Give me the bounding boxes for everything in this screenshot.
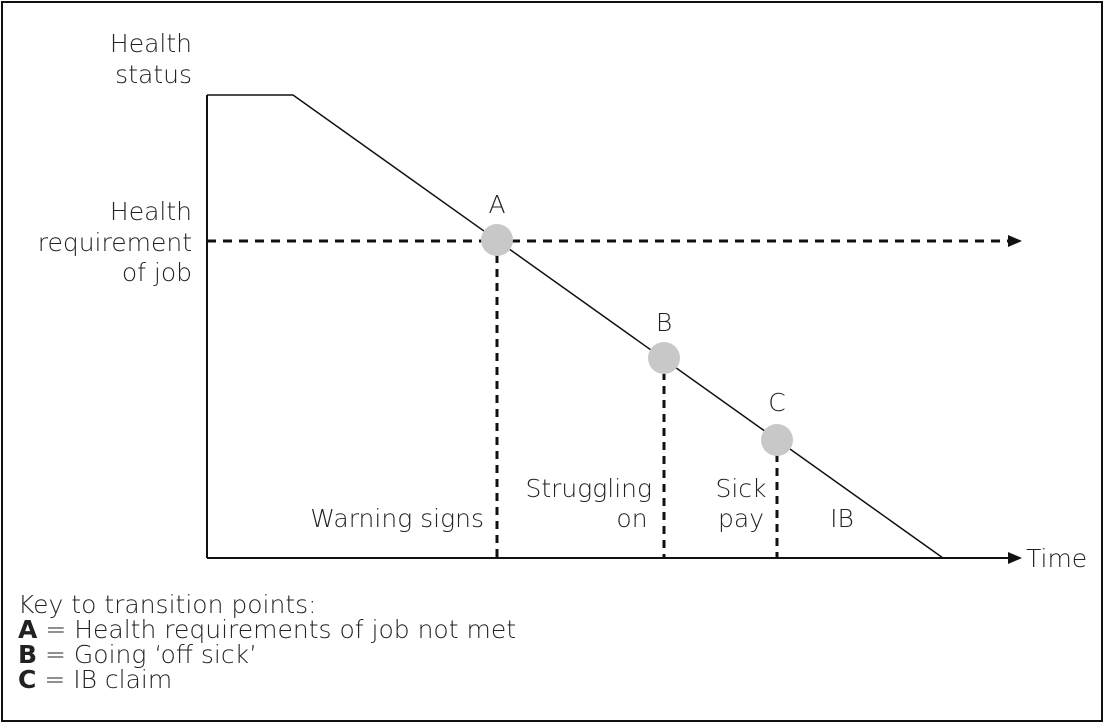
health-line <box>207 94 944 559</box>
phase-label: Sick <box>715 474 766 503</box>
transition-point <box>648 342 680 374</box>
threshold-label: Health <box>110 197 192 226</box>
key-text: = Going ‘off sick’ <box>45 640 257 669</box>
key-item: B = Going ‘off sick’ <box>18 640 257 669</box>
threshold-label: of job <box>122 258 192 287</box>
key-text: = Health requirements of job not met <box>45 615 516 644</box>
threshold-arrow <box>1008 235 1022 247</box>
x-axis-arrow <box>1008 552 1022 564</box>
transition-point <box>761 424 793 456</box>
key-title: Key to transition points: <box>18 590 317 619</box>
phase-label: Warning signs <box>310 504 484 533</box>
threshold-label: requirement <box>38 228 192 257</box>
x-axis-label: Time <box>1026 544 1087 573</box>
phase-label: on <box>616 504 647 533</box>
y-axis-label: Health <box>110 29 192 58</box>
key-item: A = Health requirements of job not met <box>18 615 516 644</box>
point-label: A <box>488 190 505 219</box>
point-label: B <box>656 308 672 337</box>
y-axis-label: status <box>115 60 192 89</box>
point-label: C <box>768 388 785 417</box>
key-item: C = IB claim <box>18 665 172 694</box>
key-letter: B <box>18 640 37 669</box>
key-text: = IB claim <box>44 665 172 694</box>
phase-label: pay <box>718 504 764 533</box>
key-letter: C <box>18 665 36 694</box>
phase-label: Struggling <box>525 474 652 503</box>
transition-point <box>481 224 513 256</box>
phase-label: IB <box>830 504 854 533</box>
key-letter: A <box>18 615 38 644</box>
